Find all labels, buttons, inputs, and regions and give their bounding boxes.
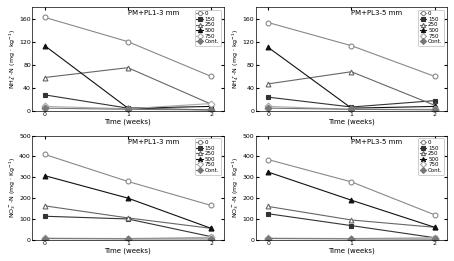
X-axis label: Time (weeks): Time (weeks)	[328, 247, 375, 254]
X-axis label: Time (weeks): Time (weeks)	[328, 119, 375, 125]
X-axis label: Time (weeks): Time (weeks)	[104, 119, 151, 125]
Text: PM+PL1-3 mm: PM+PL1-3 mm	[128, 139, 179, 145]
Legend: 0, 150, 250, 500, 750, Cont.: 0, 150, 250, 500, 750, Cont.	[418, 138, 444, 175]
Text: PM+PL1-3 mm: PM+PL1-3 mm	[128, 10, 179, 16]
Y-axis label: NO$_3^-$-N (mg $\cdot$ Kg$^{-1}$): NO$_3^-$-N (mg $\cdot$ Kg$^{-1}$)	[7, 157, 18, 218]
X-axis label: Time (weeks): Time (weeks)	[104, 247, 151, 254]
Legend: 0, 150, 250, 500, 750, Cont.: 0, 150, 250, 500, 750, Cont.	[418, 10, 444, 46]
Y-axis label: NH$_4^+$-N (mg $\cdot$ kg$^{-1}$): NH$_4^+$-N (mg $\cdot$ kg$^{-1}$)	[7, 29, 18, 89]
Legend: 0, 150, 250, 500, 750, Cont.: 0, 150, 250, 500, 750, Cont.	[195, 138, 221, 175]
Y-axis label: NH$_4^+$-N (mg $\cdot$ kg$^{-1}$): NH$_4^+$-N (mg $\cdot$ kg$^{-1}$)	[231, 29, 241, 89]
Y-axis label: NO$_3^-$-N (mg $\cdot$ Kg$^{-1}$): NO$_3^-$-N (mg $\cdot$ Kg$^{-1}$)	[231, 157, 241, 218]
Text: PM+PL3-5 mm: PM+PL3-5 mm	[351, 10, 403, 16]
Text: PM+PL3-5 mm: PM+PL3-5 mm	[351, 139, 403, 145]
Legend: 0, 150, 250, 500, 750, Cont.: 0, 150, 250, 500, 750, Cont.	[195, 10, 221, 46]
